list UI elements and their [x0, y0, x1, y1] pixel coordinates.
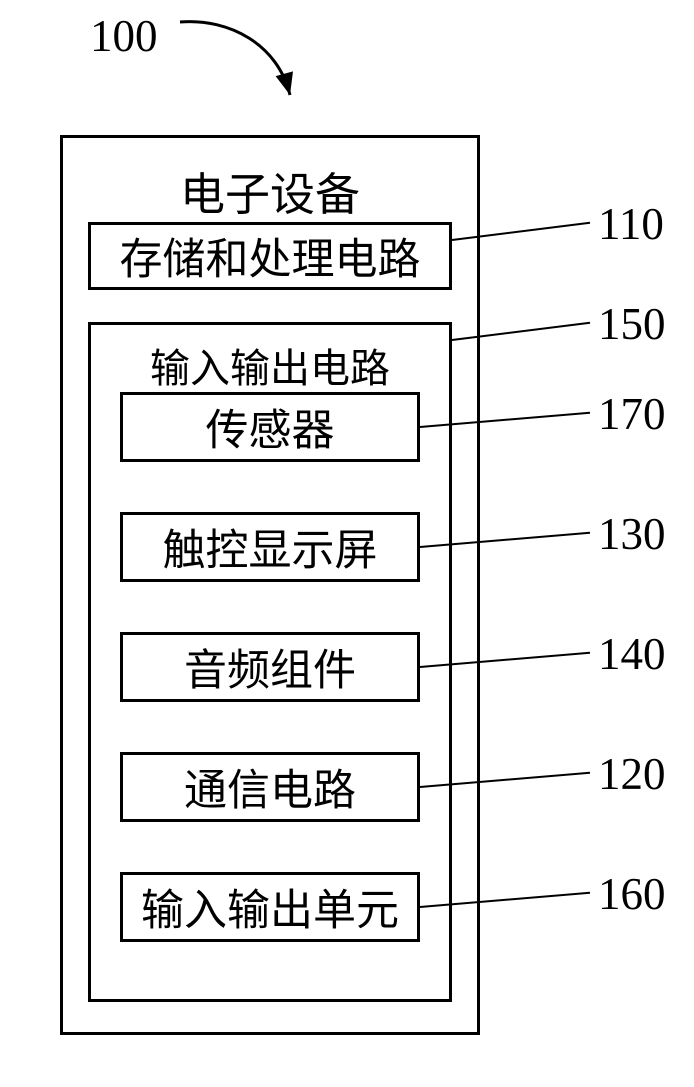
io-circuit-header: 输入输出电路 [88, 336, 452, 394]
callout-label-110: 110 [598, 198, 664, 250]
callout-label-150: 150 [598, 298, 666, 350]
callout-label-130: 130 [598, 508, 666, 560]
inner-box-comm: 通信电路 [120, 752, 420, 822]
callout-label-170: 170 [598, 388, 666, 440]
callout-label-140: 140 [598, 628, 666, 680]
inner-box-label-touch: 触控显示屏 [163, 516, 378, 578]
callout-label-160: 160 [598, 868, 666, 920]
device-title: 电子设备 [60, 158, 480, 223]
storage-processing-label: 存储和处理电路 [120, 225, 421, 287]
inner-box-io_unit: 输入输出单元 [120, 872, 420, 942]
diagram-canvas: 电子设备 存储和处理电路 输入输出电路 传感器触控显示屏音频组件通信电路输入输出… [0, 0, 694, 1087]
inner-box-label-sensor: 传感器 [206, 396, 335, 458]
inner-box-label-audio: 音频组件 [184, 636, 356, 698]
inner-box-sensor: 传感器 [120, 392, 420, 462]
inner-box-audio: 音频组件 [120, 632, 420, 702]
callout-label-120: 120 [598, 748, 666, 800]
pointer-label-100: 100 [90, 10, 158, 62]
inner-box-touch: 触控显示屏 [120, 512, 420, 582]
inner-box-label-comm: 通信电路 [184, 756, 356, 818]
storage-processing-box: 存储和处理电路 [88, 222, 452, 290]
inner-box-label-io_unit: 输入输出单元 [141, 876, 399, 938]
